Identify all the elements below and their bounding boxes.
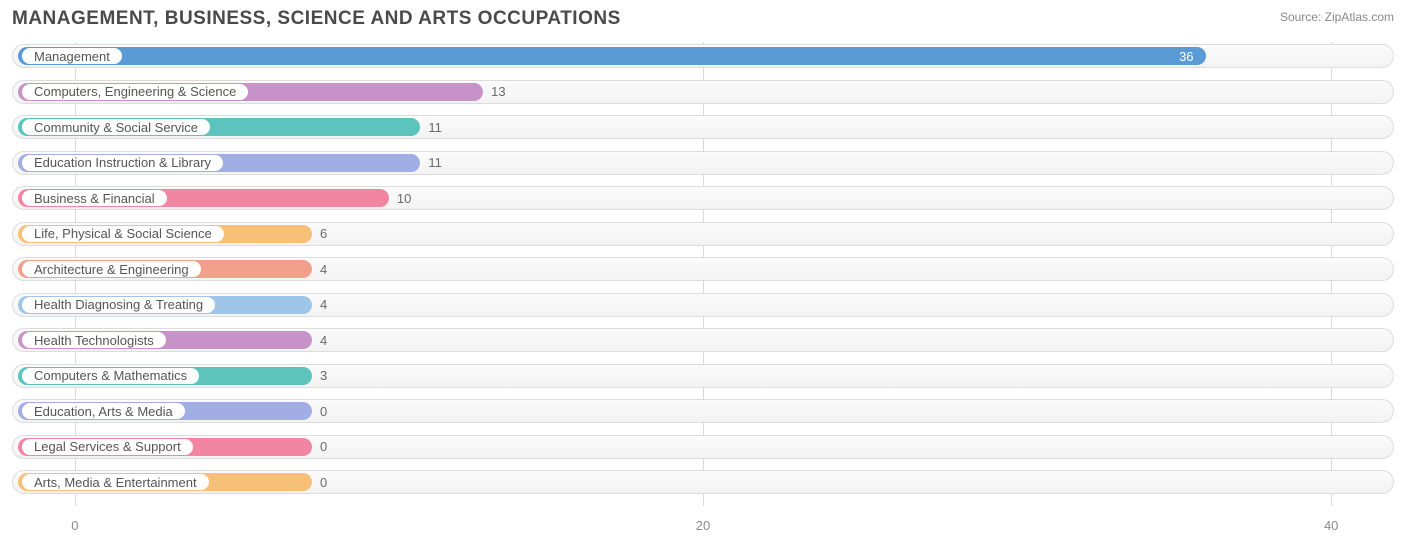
bar-fill	[18, 47, 1206, 65]
bar-row: Education Instruction & Library 11	[12, 149, 1394, 177]
bar-value: 13	[483, 78, 505, 106]
bar-value: 4	[312, 255, 327, 283]
chart-header: MANAGEMENT, BUSINESS, SCIENCE AND ARTS O…	[0, 0, 1406, 34]
chart-source: Source: ZipAtlas.com	[1280, 8, 1394, 24]
chart-title: MANAGEMENT, BUSINESS, SCIENCE AND ARTS O…	[12, 8, 621, 30]
bar-label-pill: Health Technologists	[21, 331, 167, 349]
bar-value: 0	[312, 397, 327, 425]
bar-row: Health Technologists 4	[12, 326, 1394, 354]
bar-value: 4	[312, 291, 327, 319]
bar-row: Legal Services & Support 0	[12, 433, 1394, 461]
bar-row: Community & Social Service 11	[12, 113, 1394, 141]
bar-label-pill: Education, Arts & Media	[21, 402, 186, 420]
bar-label-pill: Architecture & Engineering	[21, 260, 202, 278]
x-tick-label: 0	[71, 518, 78, 533]
bar-row: Business & Financial 10	[12, 184, 1394, 212]
bar-value: 6	[312, 220, 327, 248]
bar-row: Computers & Mathematics 3	[12, 362, 1394, 390]
bar-label-pill: Legal Services & Support	[21, 438, 194, 456]
chart-area: Management36Computers, Engineering & Sci…	[12, 42, 1394, 542]
chart-plot: Management36Computers, Engineering & Sci…	[12, 42, 1394, 506]
bar-row: Arts, Media & Entertainment 0	[12, 468, 1394, 496]
bar-label-pill: Education Instruction & Library	[21, 154, 224, 172]
bar-value: 11	[420, 149, 442, 177]
bar-row: Life, Physical & Social Science 6	[12, 220, 1394, 248]
bar-label-pill: Management	[21, 47, 123, 65]
bar-row: Architecture & Engineering 4	[12, 255, 1394, 283]
x-tick-label: 20	[696, 518, 710, 533]
x-axis: 0 20 40	[12, 512, 1394, 542]
bar-value: 0	[312, 468, 327, 496]
bar-label-pill: Business & Financial	[21, 189, 168, 207]
source-label: Source:	[1280, 10, 1321, 24]
bar-row: Management 36	[12, 42, 1394, 70]
bar-label-pill: Arts, Media & Entertainment	[21, 473, 210, 491]
bar-label-pill: Computers & Mathematics	[21, 367, 200, 385]
bar-row: Education, Arts & Media 0	[12, 397, 1394, 425]
bar-row: Health Diagnosing & Treating 4	[12, 291, 1394, 319]
bar-value: 4	[312, 326, 327, 354]
bar-label-pill: Computers, Engineering & Science	[21, 83, 249, 101]
source-name: ZipAtlas.com	[1325, 10, 1394, 24]
bar-row: Computers, Engineering & Science 13	[12, 78, 1394, 106]
bar-value: 36	[1179, 42, 1205, 70]
bar-label-pill: Health Diagnosing & Treating	[21, 296, 216, 314]
bar-value: 3	[312, 362, 327, 390]
bar-value: 11	[420, 113, 442, 141]
bar-label-pill: Life, Physical & Social Science	[21, 225, 225, 243]
bar-value: 0	[312, 433, 327, 461]
x-tick-label: 40	[1324, 518, 1338, 533]
bar-value: 10	[389, 184, 411, 212]
bar-label-pill: Community & Social Service	[21, 118, 211, 136]
